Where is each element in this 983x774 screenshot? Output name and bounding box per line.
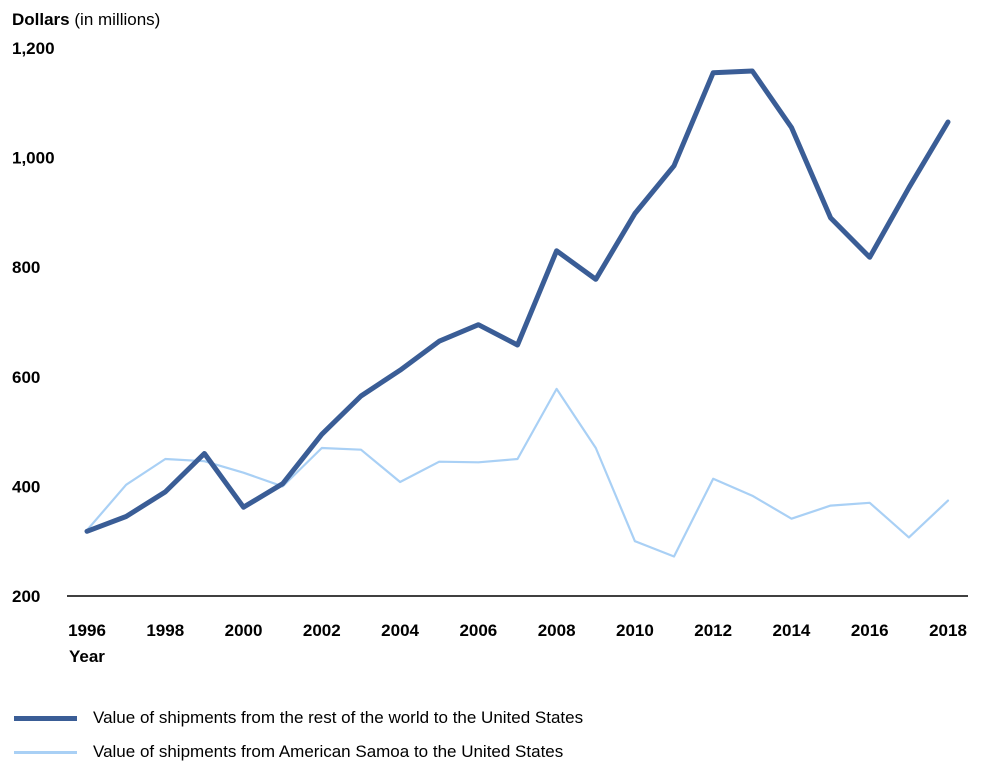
series-lines	[84, 68, 951, 558]
y-tick-label: 1,200	[12, 39, 55, 58]
legend-label-american-samoa: Value of shipments from American Samoa t…	[93, 742, 564, 761]
y-tick-label: 600	[12, 368, 40, 387]
x-tick-label: 2002	[303, 621, 341, 640]
y-tick-label: 800	[12, 258, 40, 277]
x-axis-title: Year	[69, 647, 105, 666]
x-tick-label: 2016	[851, 621, 889, 640]
x-tick-label: 2012	[694, 621, 732, 640]
x-tick-label: 2010	[616, 621, 654, 640]
x-tick-label: 2004	[381, 621, 419, 640]
x-tick-label: 2008	[538, 621, 576, 640]
legend-item-american-samoa: Value of shipments from American Samoa t…	[14, 740, 583, 764]
y-axis-title: Dollars (in millions)	[12, 10, 160, 29]
line-chart: Dollars (in millions) 200 400 600 800 1,000 1…	[12, 10, 968, 666]
x-tick-label: 1998	[146, 621, 184, 640]
x-tick-label: 2000	[225, 621, 263, 640]
x-tick-label: 2006	[459, 621, 497, 640]
y-axis-ticks: 200 400 600 800 1,000 1,200	[12, 39, 55, 606]
y-tick-label: 400	[12, 477, 40, 496]
x-tick-label: 1996	[68, 621, 106, 640]
legend-swatch-rest-of-world	[14, 715, 77, 721]
y-axis-title-bold: Dollars	[12, 10, 70, 29]
y-tick-label: 200	[12, 587, 40, 606]
y-tick-label: 1,000	[12, 149, 55, 168]
x-axis-ticks: 1996 1998 2000 2002 2004 2006 2008 2010 2012 2014…	[68, 621, 967, 640]
y-axis-title-units: (in millions)	[74, 10, 160, 29]
legend: Value of shipments from the rest of the …	[14, 706, 583, 774]
legend-item-rest-of-world: Value of shipments from the rest of the …	[14, 706, 583, 730]
series-line-rest-of-world	[84, 68, 951, 534]
legend-label-rest-of-world: Value of shipments from the rest of the …	[93, 708, 584, 727]
legend-swatch-american-samoa	[14, 750, 77, 754]
series-line-american-samoa	[85, 387, 950, 558]
x-tick-label: 2014	[773, 621, 811, 640]
x-tick-label: 2018	[929, 621, 967, 640]
